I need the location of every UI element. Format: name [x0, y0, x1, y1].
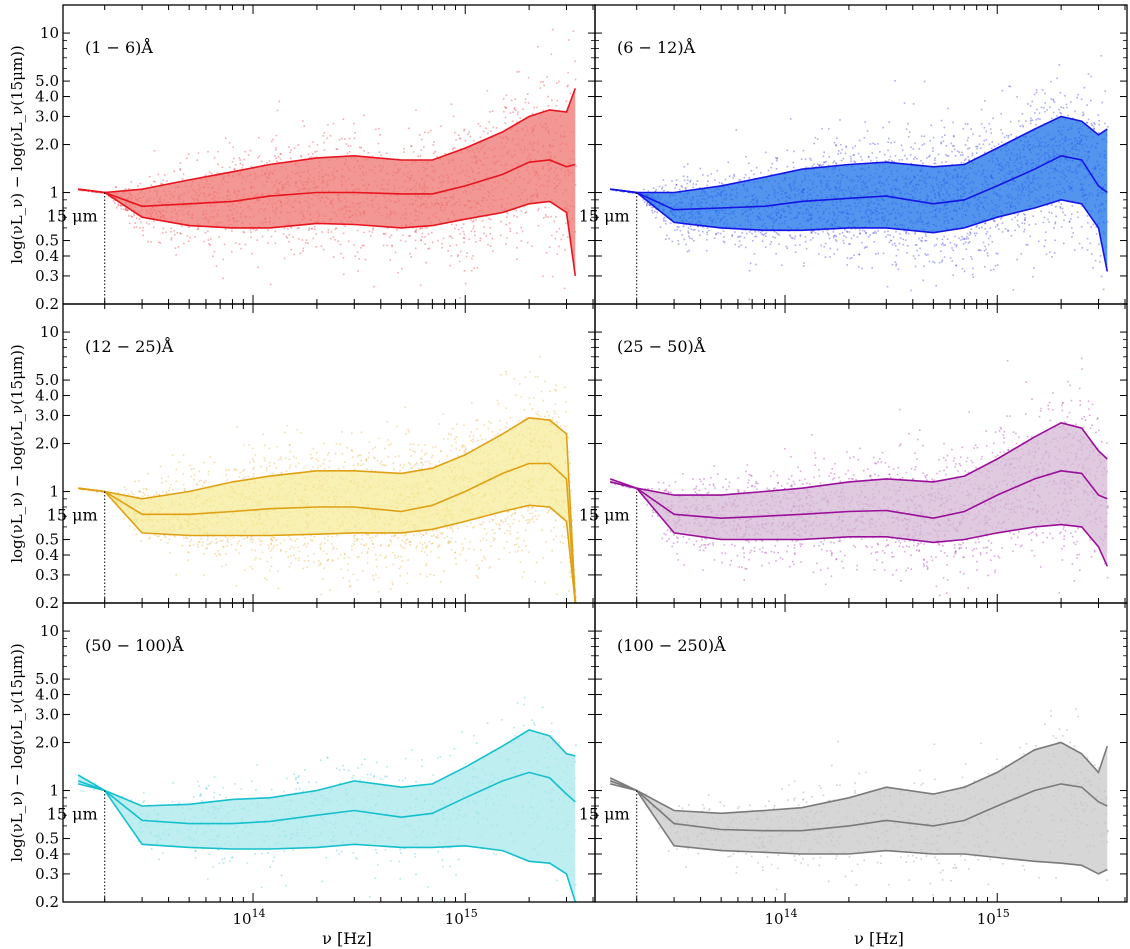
y-tick-label: 5.0 — [35, 371, 59, 389]
percentile-band-4 — [610, 422, 1108, 567]
y-tick-label: 10 — [40, 323, 59, 341]
panel-label: (12 − 25)Å — [85, 336, 174, 356]
reference-label: 15 μm — [47, 505, 98, 524]
y-tick-label: 1 — [49, 483, 59, 501]
y-tick-label: 2.0 — [35, 136, 59, 154]
series-line-lower-5 — [78, 783, 577, 902]
panel-5: 15 μm (50 − 100)Å 10 5.04.03.0 2.0 1 0.50.4 0.3… — [8, 602, 596, 948]
x-tick-label: 1014 — [764, 907, 797, 928]
percentile-band-1 — [78, 88, 576, 276]
y-tick-label: 10 — [40, 24, 59, 42]
y-tick-label: 5.0 — [35, 670, 59, 688]
reference-label: 15 μm — [47, 206, 98, 225]
y-tick-label: 4.0 — [35, 387, 59, 405]
y-axis-label: log(νL_ν) − log(νL_ν(15μm)) — [8, 344, 26, 563]
series-line-upper-1 — [78, 88, 577, 194]
y-tick-label: 4.0 — [35, 686, 59, 704]
y-tick-label: 2.0 — [35, 734, 59, 752]
panel-1: 15 μm (1 − 6)Å 10 5.04.03.0 2.0 1 0.50.4 0.3 0.2… — [8, 4, 596, 313]
series-line-lower-3 — [78, 487, 577, 603]
y-tick-label: 1 — [49, 184, 59, 202]
panel-label: (25 − 50)Å — [617, 336, 706, 356]
y-tick-label: 3.0 — [35, 107, 59, 125]
x-tick-label: 1015 — [977, 907, 1010, 928]
series-line-lower-6 — [610, 783, 1108, 875]
series-line-median-5 — [77, 771, 576, 825]
y-axis-label: log(νL_ν) − log(νL_ν(15μm)) — [8, 643, 26, 862]
y-tick-label: 4.0 — [35, 88, 59, 106]
x-tick-label: 1015 — [445, 907, 478, 928]
panel-frame — [594, 602, 1128, 903]
panel-3: 15 μm (12 − 25)Å 10 5.04.03.0 2.0 1 0.50.4 0.3 0… — [8, 303, 596, 612]
percentile-band-2 — [610, 116, 1108, 272]
reference-label: 15 μm — [579, 505, 630, 524]
panel-2: 15 μm (6 − 12)Å — [579, 4, 1128, 305]
y-tick-label: 0.2 — [35, 893, 59, 911]
y-tick-label: 0.2 — [35, 295, 59, 313]
series-line-median-6 — [609, 780, 1108, 832]
panel-label: (1 − 6)Å — [85, 37, 153, 57]
y-tick-label: 0.5 — [35, 531, 59, 549]
y-tick-label: 0.2 — [35, 594, 59, 612]
y-tick-label: 3.0 — [35, 406, 59, 424]
panel-label: (50 − 100)Å — [85, 635, 184, 655]
percentile-band-3 — [78, 417, 576, 603]
percentile-band-6 — [610, 742, 1108, 874]
y-tick-label: 0.4 — [35, 247, 59, 265]
panel-label: (6 − 12)Å — [617, 37, 696, 57]
series-line-lower-2 — [610, 188, 1109, 272]
y-tick-label: 0.4 — [35, 546, 59, 564]
panel-6: 15 μm (100 − 250)Å 1014 1015 ν [Hz] — [579, 602, 1128, 948]
percentile-band-5 — [78, 729, 576, 902]
series-line-lower-4 — [610, 481, 1109, 567]
series-line-median-4 — [610, 469, 1108, 520]
series-line-median-1 — [78, 159, 576, 208]
x-axis-label: ν [Hz] — [854, 929, 904, 948]
reference-label: 15 μm — [579, 804, 630, 823]
y-tick-label: 5.0 — [35, 72, 59, 90]
y-tick-label: 0.3 — [35, 865, 59, 883]
y-tick-label: 1 — [49, 782, 59, 800]
y-axis-label: log(νL_ν) − log(νL_ν(15μm)) — [8, 45, 26, 264]
series-line-upper-5 — [77, 729, 576, 807]
panels-layer: 15 μm(1 − 6)Å105.04.03.02.010.50.40.30.2… — [8, 4, 1128, 948]
panel-4: 15 μm (25 − 50)Å — [579, 303, 1128, 604]
series-line-median-2 — [610, 154, 1108, 211]
reference-label: 15 μm — [47, 804, 98, 823]
x-axis-label: ν [Hz] — [322, 929, 372, 948]
series-line-median-3 — [78, 462, 577, 603]
y-tick-label: 0.5 — [35, 830, 59, 848]
y-tick-label: 0.5 — [35, 232, 59, 250]
panel-label: (100 − 250)Å — [617, 635, 726, 655]
y-tick-label: 0.4 — [35, 845, 59, 863]
y-tick-label: 3.0 — [35, 705, 59, 723]
series-line-upper-2 — [610, 115, 1108, 194]
y-tick-label: 0.3 — [35, 566, 59, 584]
reference-label: 15 μm — [579, 206, 630, 225]
series-line-upper-3 — [78, 416, 577, 603]
y-tick-label: 10 — [40, 622, 59, 640]
series-line-upper-4 — [609, 421, 1108, 496]
y-tick-label: 0.3 — [35, 267, 59, 285]
series-line-lower-1 — [78, 188, 577, 277]
y-tick-label: 2.0 — [35, 435, 59, 453]
x-tick-label: 1014 — [232, 907, 265, 928]
series-line-upper-6 — [609, 741, 1109, 815]
